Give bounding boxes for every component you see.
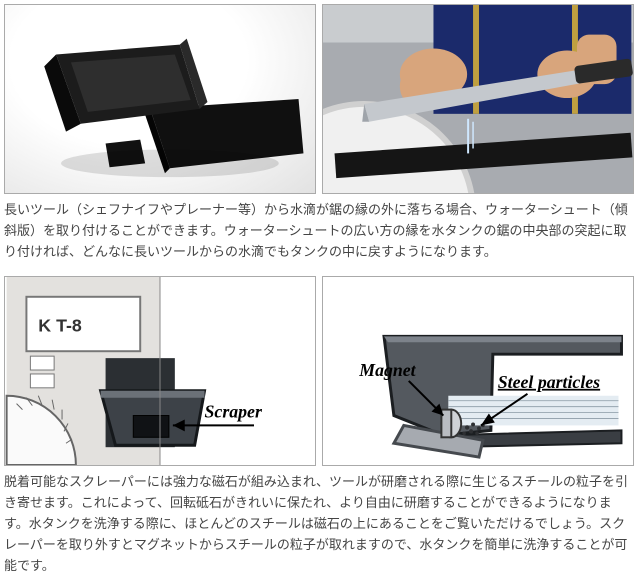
label-steel-particles: Steel particles bbox=[498, 372, 600, 392]
image-row-2: K T-8 bbox=[4, 276, 634, 466]
diagram-scraper-crosssection: K T-8 bbox=[4, 276, 316, 466]
label-magnet: Magnet bbox=[358, 360, 416, 380]
magnet-diagram-svg: Magnet Steel particles bbox=[323, 277, 633, 465]
diagram-magnet-particles: Magnet Steel particles bbox=[322, 276, 634, 466]
tray-illustration bbox=[5, 5, 315, 193]
sharpening-illustration bbox=[323, 5, 633, 193]
image-row-1 bbox=[4, 4, 634, 194]
paragraph-scraper-magnet: 脱着可能なスクレーパーには強力な磁石が組み込まれ、ツールが研磨される際に生じるス… bbox=[4, 472, 634, 576]
image-water-chute-product bbox=[4, 4, 316, 194]
image-knife-sharpening bbox=[322, 4, 634, 194]
label-scraper: Scraper bbox=[205, 402, 263, 422]
scraper-diagram-svg: K T-8 bbox=[5, 277, 315, 465]
paragraph-water-chute: 長いツール（シェフナイフやプレーナー等）から水滴が鋸の縁の外に落ちる場合、ウォー… bbox=[4, 200, 634, 262]
model-label: K T-8 bbox=[38, 316, 82, 336]
